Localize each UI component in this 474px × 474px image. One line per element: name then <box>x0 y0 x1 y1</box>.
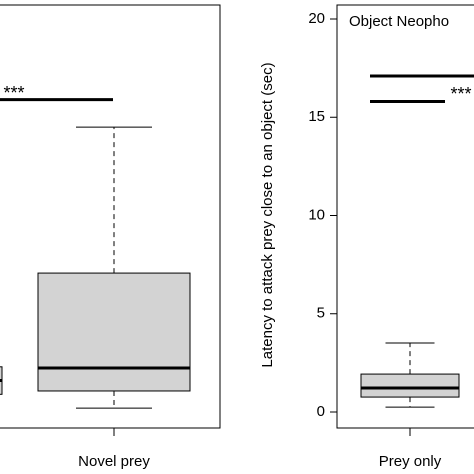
x-tick-label: Novel prey <box>78 453 150 470</box>
panel-frame <box>336 4 474 429</box>
significance-stars: *** <box>450 84 471 104</box>
x-tick-label: Prey only <box>379 453 442 470</box>
box <box>360 373 460 398</box>
y-tick-label: 10 <box>308 206 325 223</box>
y-tick-label: 5 <box>317 305 325 322</box>
box <box>37 272 191 392</box>
y-tick-label: 20 <box>308 10 325 27</box>
panel-title: Object Neopho <box>349 13 449 30</box>
y-tick-label: 0 <box>317 403 325 420</box>
significance-stars: *** <box>3 83 24 103</box>
panel-frame <box>0 4 221 429</box>
y-axis-label: Latency to attack prey close to an objec… <box>259 62 276 367</box>
y-tick-label: 15 <box>308 108 325 125</box>
